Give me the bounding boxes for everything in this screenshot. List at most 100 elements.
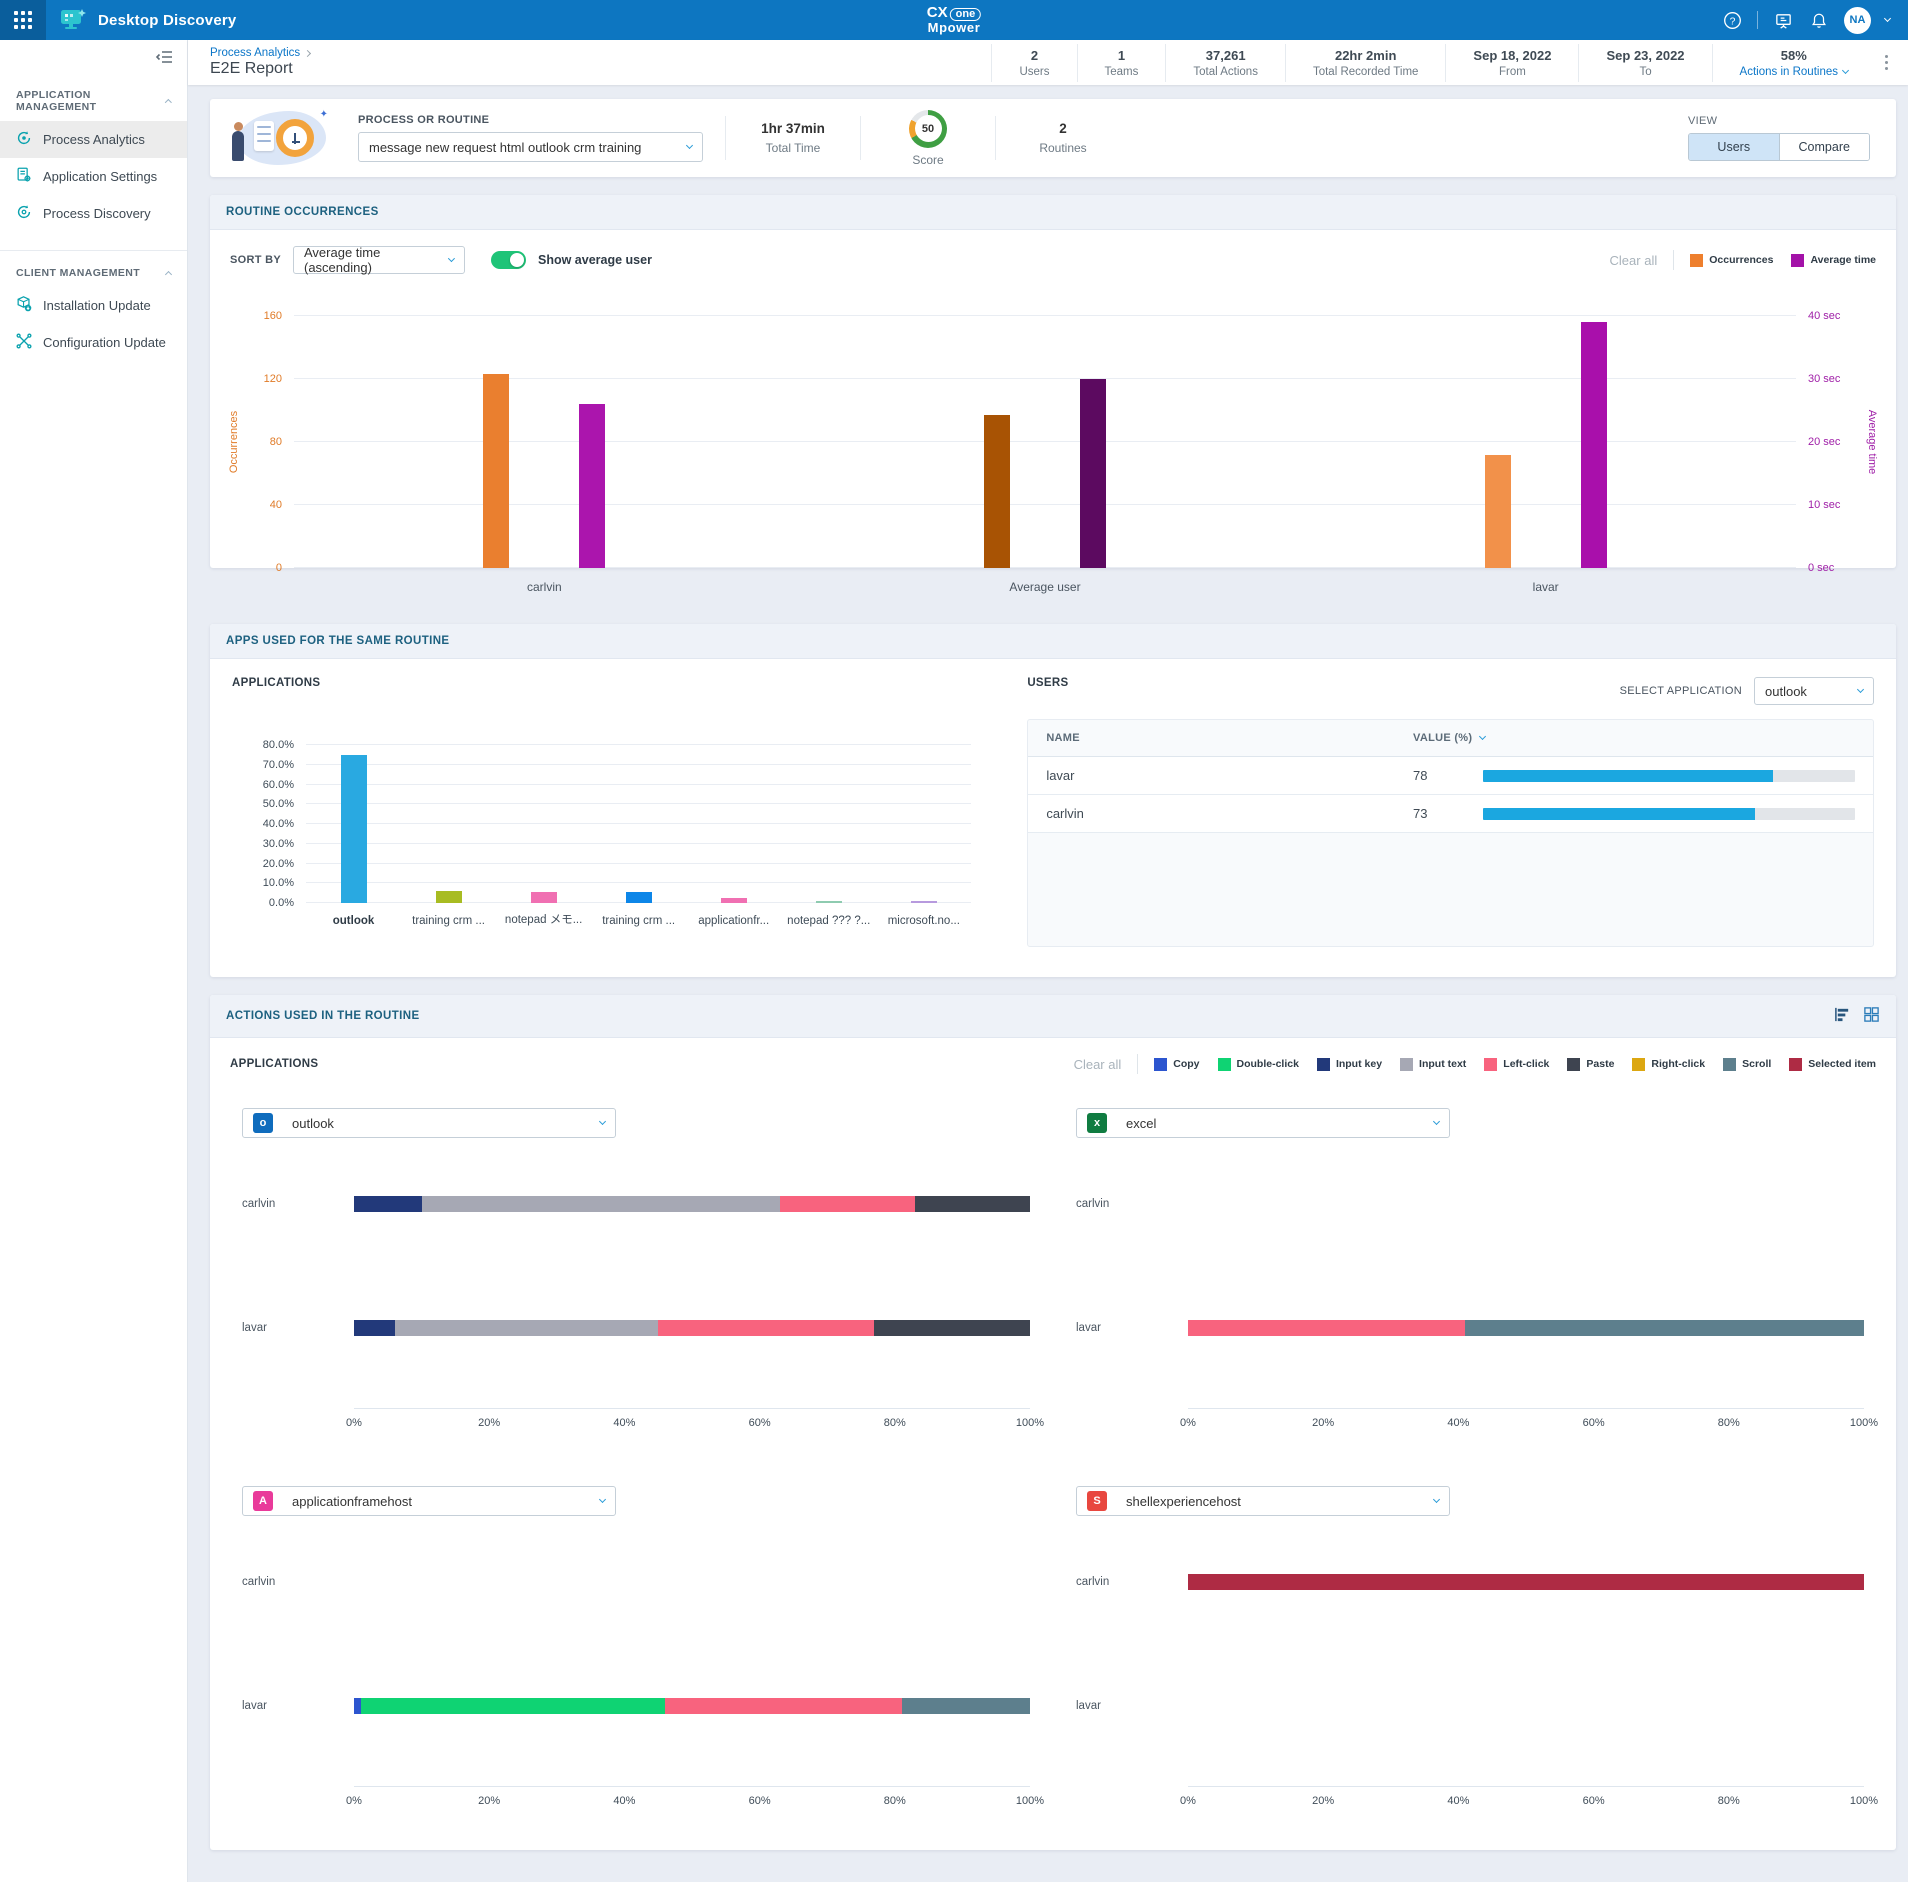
process-or-routine-label: PROCESS OR ROUTINE: [358, 114, 490, 126]
app-action-panels: o outlook carlvin lavar 0% 20% 40% 60% 80% 100% x e…: [210, 1082, 1896, 1850]
breadcrumb-parent-link[interactable]: Process Analytics: [210, 47, 418, 59]
action-row-lavar: lavar: [1076, 1320, 1864, 1336]
segment-copy: [354, 1698, 361, 1714]
stat-label-link[interactable]: Actions in Routines: [1740, 66, 1850, 78]
legend-item-input-key[interactable]: Input key: [1316, 1057, 1382, 1071]
stat-label: Total Recorded Time: [1312, 65, 1419, 78]
view-compare-button[interactable]: Compare: [1778, 134, 1869, 160]
sidebar-item-configuration-update[interactable]: Configuration Update: [0, 324, 187, 361]
bar-columns: outlook training crm ... notepad メモ... trai…: [306, 745, 971, 927]
legend-item-occurrences[interactable]: Occurrences: [1690, 253, 1773, 267]
legend-item-paste[interactable]: Paste: [1567, 1057, 1614, 1071]
sidebar-section-client-management[interactable]: CLIENT MANAGEMENT: [0, 257, 187, 287]
stat-total-actions: 37,261 Total Actions: [1165, 43, 1285, 82]
app-usage-bar: [625, 892, 652, 903]
row-user-label: carlvin: [1076, 1198, 1110, 1210]
sidebar-item-installation-update[interactable]: Installation Update: [0, 287, 187, 324]
action-row-lavar: lavar: [1076, 1698, 1864, 1714]
applications-label: APPLICATIONS: [232, 677, 321, 689]
stat-total-recorded-time: 22hr 2min Total Recorded Time: [1284, 43, 1445, 82]
app-category-label: microsoft.no...: [887, 915, 960, 927]
gridline: [294, 441, 1796, 442]
user-value: 78: [1413, 768, 1428, 783]
show-average-user-toggle[interactable]: [491, 251, 526, 269]
legend-item-copy[interactable]: Copy: [1154, 1057, 1200, 1071]
view-users-button[interactable]: Users: [1689, 134, 1779, 160]
total-time-metric: 1hr 37min Total Time: [761, 121, 825, 155]
bar-group-carlvin: carlvin: [294, 316, 795, 594]
x-axis-tick: 100%: [1849, 1417, 1879, 1429]
x-axis-tick: 100%: [1015, 1795, 1045, 1807]
legend-item-selected-item[interactable]: Selected item: [1789, 1057, 1876, 1071]
x-axis-tick: 60%: [1582, 1795, 1605, 1807]
y-axis-tick: 30.0%: [262, 837, 294, 850]
y-axis-tick-right: 20 sec: [1808, 436, 1841, 448]
select-application-dropdown[interactable]: outlook: [1754, 677, 1874, 705]
user-name: lavar: [1046, 768, 1075, 783]
value-bar-fill: [1483, 807, 1755, 820]
chevron-up-icon: [164, 270, 173, 279]
svg-text:?: ?: [1729, 16, 1735, 27]
stat-value: 1: [1117, 47, 1126, 63]
stat-value: Sep 18, 2022: [1473, 47, 1552, 63]
grid-view-icon[interactable]: [1863, 1006, 1880, 1026]
stat-label: Total Actions: [1193, 65, 1258, 78]
app-usage-bar: [910, 901, 937, 903]
legend-item-average-time[interactable]: Average time: [1791, 253, 1876, 267]
show-average-user-label: Show average user: [538, 253, 652, 267]
legend-label: Scroll: [1742, 1058, 1772, 1070]
x-axis-tick: 20%: [478, 1417, 501, 1429]
column-header-value-sort[interactable]: VALUE (%): [1413, 732, 1855, 744]
desktop-discovery-logo-icon: [58, 7, 88, 33]
row-user-label: lavar: [242, 1700, 267, 1712]
sort-by-dropdown[interactable]: Average time (ascending): [293, 245, 465, 275]
clear-all-button[interactable]: Clear all: [1073, 1056, 1122, 1072]
app-usage-bar: [720, 898, 747, 903]
stacked-bar-track: [354, 1574, 1030, 1590]
app-launcher-button[interactable]: [0, 0, 46, 40]
notifications-bell-icon[interactable]: [1808, 9, 1830, 31]
legend-item-double-click[interactable]: Double-click: [1217, 1057, 1299, 1071]
x-axis: 0% 20% 40% 60% 80% 100%: [346, 1786, 1044, 1810]
select-application-label: SELECT APPLICATION: [1619, 685, 1742, 697]
training-presentation-icon[interactable]: [1772, 9, 1794, 31]
x-axis-tick: 80%: [1717, 1795, 1740, 1807]
gridline: [306, 783, 972, 785]
row-user-label: carlvin: [242, 1576, 276, 1588]
sidebar-item-process-discovery[interactable]: Process Discovery: [0, 195, 187, 232]
divider: [725, 116, 726, 160]
help-icon[interactable]: ?: [1721, 9, 1743, 31]
user-value: 73: [1413, 806, 1428, 821]
list-view-icon[interactable]: [1834, 1006, 1851, 1026]
user-avatar[interactable]: NA: [1844, 6, 1871, 34]
more-options-menu[interactable]: [1875, 55, 1908, 70]
app-dropdown-outlook[interactable]: o outlook: [242, 1108, 616, 1138]
score-gauge: 50: [909, 109, 947, 148]
stat-from: Sep 18, 2022 From: [1445, 43, 1578, 82]
app-bar-column: microsoft.no...: [876, 745, 971, 927]
app-dropdown-excel[interactable]: x excel: [1076, 1108, 1450, 1138]
y-axis-tick: 40.0%: [262, 818, 294, 830]
legend-item-scroll[interactable]: Scroll: [1723, 1057, 1772, 1071]
sidebar-collapse-icon[interactable]: [155, 50, 173, 69]
app-usage-bar: [815, 901, 842, 903]
legend-swatch: [1400, 1057, 1414, 1071]
chevron-down-icon: [598, 1117, 607, 1126]
stat-label: Users: [1019, 65, 1050, 78]
gridline: [306, 744, 972, 745]
legend-item-right-click[interactable]: Right-click: [1632, 1057, 1705, 1071]
account-chevron-down-icon[interactable]: [1883, 14, 1892, 23]
legend-item-input-text[interactable]: Input text: [1400, 1057, 1466, 1071]
top-header-bar: Desktop Discovery CX one Mpower ? NA: [0, 0, 1908, 40]
process-routine-dropdown[interactable]: message new request html outlook crm tra…: [358, 132, 703, 162]
clear-all-button[interactable]: Clear all: [1609, 252, 1658, 268]
sidebar-item-process-analytics[interactable]: Process Analytics: [0, 121, 187, 158]
legend-item-left-click[interactable]: Left-click: [1484, 1057, 1549, 1071]
sidebar-item-application-settings[interactable]: Application Settings: [0, 158, 187, 195]
sidebar-section-application-management[interactable]: APPLICATION MANAGEMENT: [0, 79, 187, 121]
app-category-label: outlook: [332, 915, 375, 927]
routine-illustration: ✦: [224, 109, 336, 167]
